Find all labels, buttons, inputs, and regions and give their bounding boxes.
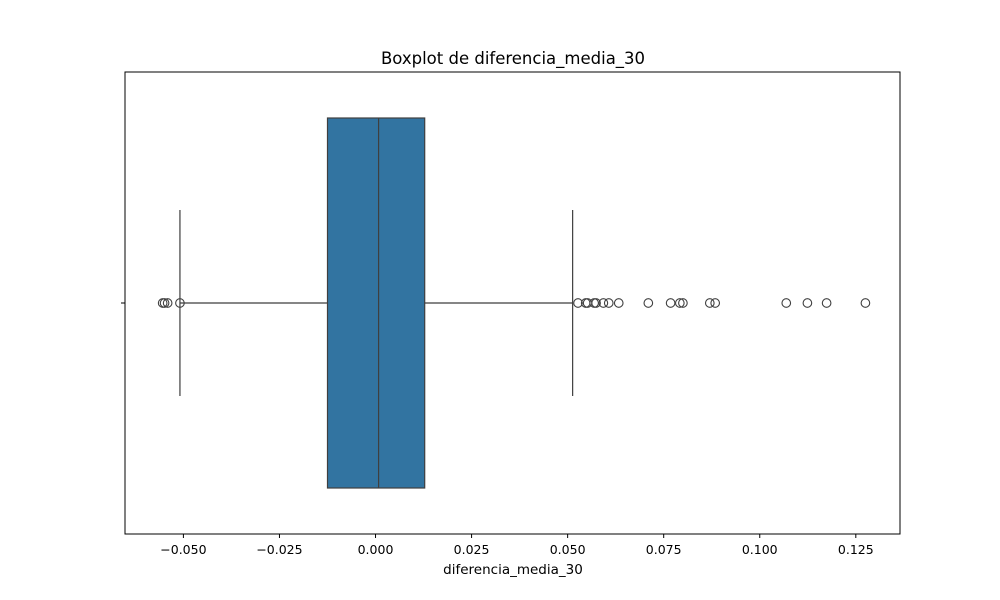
outlier-point [710, 298, 721, 308]
iqr-box [326, 117, 426, 489]
outlier-point [573, 298, 583, 308]
x-axis: −0.050 −0.025 0.000 0.025 0.050 0.075 0.100 0.1… [160, 534, 874, 557]
outlier-point [591, 298, 601, 308]
outlier-point [821, 298, 832, 308]
outlier-point [674, 298, 685, 308]
x-tick-label: 0.025 [454, 542, 490, 557]
x-tick-label: 0.075 [646, 542, 682, 557]
outlier-point [704, 298, 715, 308]
outlier-point [860, 298, 871, 308]
x-tick-label: −0.050 [160, 542, 206, 557]
x-tick-label: 0.125 [838, 542, 874, 557]
outlier-point [613, 298, 624, 308]
x-tick-label: −0.025 [256, 542, 302, 557]
chart-title: Boxplot de diferencia_media_30 [381, 49, 645, 69]
outlier-point [678, 298, 688, 308]
outlier-point [157, 298, 168, 308]
outlier-point [643, 298, 654, 308]
outlier-point [802, 298, 813, 308]
outlier-point [175, 298, 185, 308]
x-axis-label: diferencia_media_30 [443, 562, 583, 578]
outlier-point [665, 298, 676, 308]
outlier-point [603, 298, 614, 308]
x-tick-label: 0.100 [742, 542, 778, 557]
outlier-point [159, 298, 170, 308]
x-tick-label: 0.000 [358, 542, 394, 557]
outlier-point [781, 298, 792, 308]
outlier-point [162, 298, 173, 308]
outlier-point [589, 298, 599, 308]
outlier-point [598, 298, 609, 308]
x-tick-label: 0.050 [550, 542, 586, 557]
plot-area [157, 117, 871, 489]
